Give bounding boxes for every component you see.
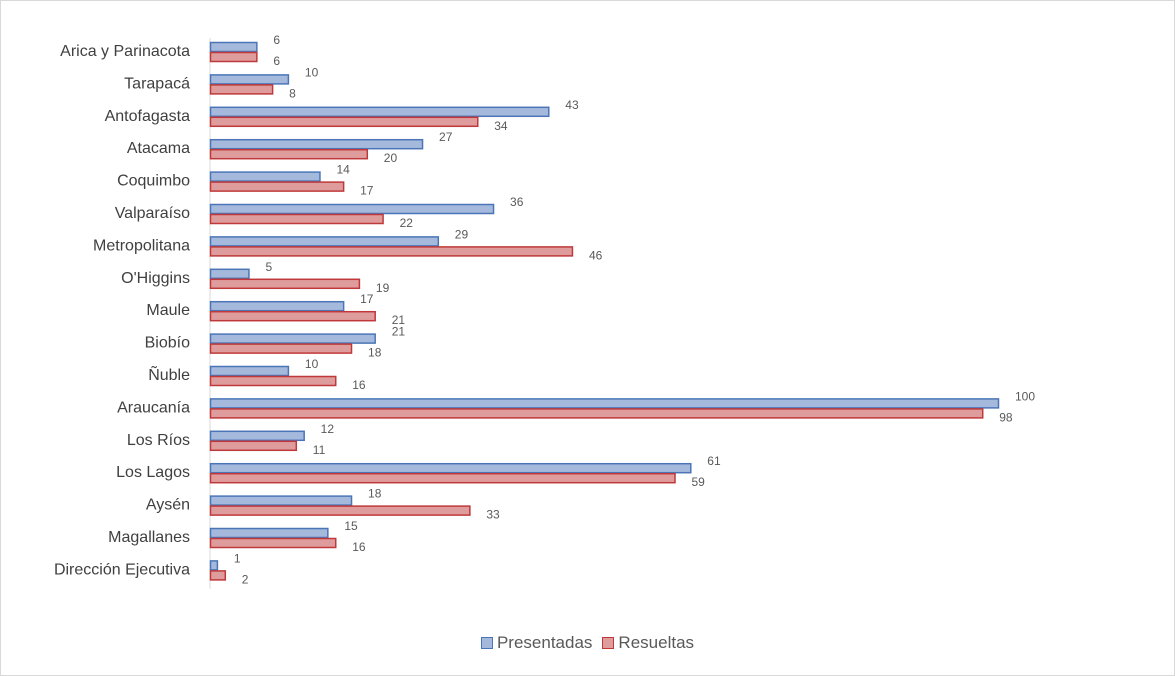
data-label-presentadas-magallanes: 15 — [344, 519, 358, 533]
category-label-los-lagos: Los Lagos — [116, 464, 190, 481]
bar-resueltas-los-lagos — [209, 472, 676, 484]
category-label-maule: Maule — [146, 302, 190, 319]
bar-presentadas-biobio — [209, 333, 376, 344]
category-label-o-higgins: O'Higgins — [121, 270, 190, 287]
category-label-araucania: Araucanía — [117, 399, 190, 416]
bar-resueltas-direccion-ejecutiva — [209, 570, 227, 581]
category-label-direccion-ejecutiva: Dirección Ejecutiva — [54, 561, 190, 578]
bar-presentadas-direccion-ejecutiva — [209, 560, 219, 571]
bar-presentadas-antofagasta — [209, 106, 550, 118]
data-label-presentadas-coquimbo: 14 — [336, 163, 350, 177]
category-label-arica-y-parinacota: Arica y Parinacota — [60, 43, 190, 60]
bar-presentadas-coquimbo — [209, 171, 321, 182]
bar-presentadas-nuble — [209, 365, 290, 377]
category-label-atacama: Atacama — [127, 140, 190, 157]
category-label-aysen: Aysén — [146, 497, 190, 514]
bar-resueltas-metropolitana — [209, 246, 574, 257]
bar-resueltas-valparaiso — [209, 213, 384, 225]
data-label-resueltas-arica-y-parinacota: 6 — [273, 54, 280, 68]
legend-item-resueltas: Resueltas — [602, 633, 694, 653]
data-label-presentadas-atacama: 27 — [439, 130, 453, 144]
data-label-resueltas-maule: 21 — [392, 313, 406, 327]
bar-resueltas-atacama — [209, 148, 369, 160]
data-label-presentadas-maule: 17 — [360, 292, 374, 306]
data-label-presentadas-valparaiso: 36 — [510, 195, 524, 209]
bar-resueltas-aysen — [209, 505, 471, 516]
legend-swatch-resueltas — [602, 637, 615, 649]
category-label-valparaiso: Valparaíso — [115, 205, 190, 222]
data-label-resueltas-antofagasta: 34 — [494, 119, 508, 133]
data-label-presentadas-direccion-ejecutiva: 1 — [234, 551, 241, 565]
data-label-resueltas-biobio: 18 — [368, 346, 382, 360]
bar-resueltas-los-rios — [209, 440, 298, 452]
data-label-presentadas-o-higgins: 5 — [265, 260, 272, 274]
data-label-resueltas-aysen: 33 — [486, 508, 500, 522]
data-label-presentadas-araucania: 100 — [1015, 389, 1035, 403]
bar-resueltas-tarapaca — [209, 84, 274, 95]
data-label-presentadas-tarapaca: 10 — [305, 65, 319, 79]
data-label-presentadas-antofagasta: 43 — [565, 98, 579, 112]
category-label-coquimbo: Coquimbo — [117, 173, 190, 190]
bar-presentadas-los-rios — [209, 430, 305, 442]
legend: Presentadas Resueltas — [1, 633, 1174, 653]
bar-resueltas-coquimbo — [209, 181, 345, 192]
bar-presentadas-araucania — [209, 398, 1000, 409]
bar-presentadas-metropolitana — [209, 236, 440, 247]
bar-presentadas-magallanes — [209, 527, 329, 539]
data-label-presentadas-nuble: 10 — [305, 357, 319, 371]
category-label-nuble: Ñuble — [148, 364, 190, 384]
category-label-magallanes: Magallanes — [108, 529, 190, 546]
bar-resueltas-magallanes — [209, 537, 337, 549]
bar-presentadas-valparaiso — [209, 203, 495, 215]
bar-presentadas-aysen — [209, 495, 353, 506]
data-label-presentadas-arica-y-parinacota: 6 — [273, 33, 280, 47]
bar-presentadas-arica-y-parinacota — [209, 41, 258, 53]
bar-resueltas-nuble — [209, 375, 337, 387]
bar-presentadas-los-lagos — [209, 462, 692, 474]
bar-resueltas-arica-y-parinacota — [209, 51, 258, 63]
legend-item-presentadas: Presentadas — [480, 633, 593, 653]
data-label-presentadas-biobio: 21 — [392, 325, 406, 339]
data-label-resueltas-o-higgins: 19 — [376, 281, 390, 295]
category-label-los-rios: Los Ríos — [127, 432, 190, 449]
legend-label-presentadas: Presentadas — [496, 633, 593, 652]
bar-resueltas-o-higgins — [209, 278, 361, 290]
bar-resueltas-antofagasta — [209, 116, 479, 128]
data-label-presentadas-aysen: 18 — [368, 487, 382, 501]
legend-label-resueltas: Resueltas — [618, 633, 695, 652]
data-label-resueltas-araucania: 98 — [999, 410, 1013, 424]
data-label-resueltas-magallanes: 16 — [352, 540, 366, 554]
category-label-metropolitana: Metropolitana — [93, 237, 190, 254]
legend-swatch-presentadas — [480, 637, 493, 649]
bar-presentadas-tarapaca — [209, 74, 290, 85]
category-label-biobio: Biobío — [145, 335, 190, 352]
data-label-resueltas-atacama: 20 — [384, 151, 398, 165]
category-label-tarapaca: Tarapacá — [124, 75, 190, 92]
bar-presentadas-atacama — [209, 138, 424, 150]
data-label-resueltas-los-rios: 11 — [313, 443, 326, 457]
data-label-resueltas-los-lagos: 59 — [692, 475, 706, 489]
data-label-resueltas-valparaiso: 22 — [400, 216, 414, 230]
bar-resueltas-maule — [209, 310, 376, 322]
data-label-presentadas-metropolitana: 29 — [455, 227, 469, 241]
data-label-presentadas-los-rios: 12 — [321, 422, 335, 436]
data-label-resueltas-tarapaca: 8 — [289, 86, 296, 100]
bar-resueltas-biobio — [209, 343, 353, 354]
data-label-resueltas-coquimbo: 17 — [360, 184, 374, 198]
bar-presentadas-maule — [209, 300, 345, 312]
data-label-resueltas-nuble: 16 — [352, 378, 366, 392]
data-label-presentadas-los-lagos: 61 — [707, 454, 721, 468]
bar-presentadas-o-higgins — [209, 268, 250, 280]
data-label-resueltas-metropolitana: 46 — [589, 248, 603, 262]
category-label-antofagasta: Antofagasta — [105, 108, 191, 125]
data-label-resueltas-direccion-ejecutiva: 2 — [242, 572, 249, 586]
bar-resueltas-araucania — [209, 408, 984, 419]
